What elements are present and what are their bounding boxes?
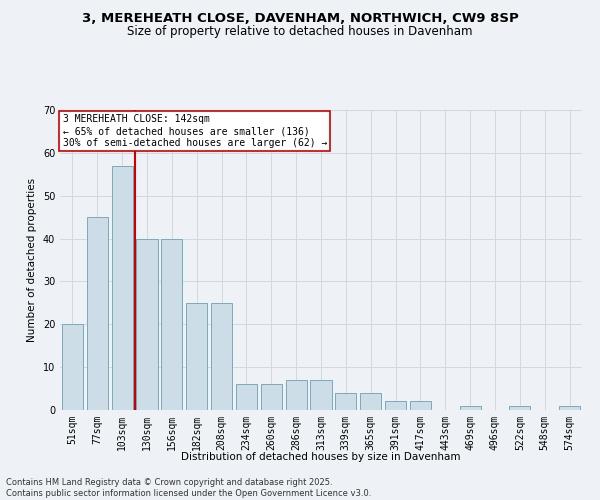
- Bar: [360, 393, 381, 410]
- Bar: [87, 217, 108, 410]
- Bar: [509, 406, 530, 410]
- Text: 3, MEREHEATH CLOSE, DAVENHAM, NORTHWICH, CW9 8SP: 3, MEREHEATH CLOSE, DAVENHAM, NORTHWICH,…: [82, 12, 518, 26]
- Bar: [559, 406, 580, 410]
- Bar: [286, 380, 307, 410]
- Y-axis label: Number of detached properties: Number of detached properties: [27, 178, 37, 342]
- Bar: [261, 384, 282, 410]
- Bar: [410, 402, 431, 410]
- Text: Contains HM Land Registry data © Crown copyright and database right 2025.
Contai: Contains HM Land Registry data © Crown c…: [6, 478, 371, 498]
- Bar: [211, 303, 232, 410]
- Text: 3 MEREHEATH CLOSE: 142sqm
← 65% of detached houses are smaller (136)
30% of semi: 3 MEREHEATH CLOSE: 142sqm ← 65% of detac…: [62, 114, 327, 148]
- Bar: [62, 324, 83, 410]
- Bar: [236, 384, 257, 410]
- Bar: [136, 238, 158, 410]
- Bar: [460, 406, 481, 410]
- Text: Size of property relative to detached houses in Davenham: Size of property relative to detached ho…: [127, 25, 473, 38]
- Bar: [335, 393, 356, 410]
- Bar: [161, 238, 182, 410]
- Bar: [186, 303, 207, 410]
- Bar: [310, 380, 332, 410]
- Bar: [385, 402, 406, 410]
- Text: Distribution of detached houses by size in Davenham: Distribution of detached houses by size …: [181, 452, 461, 462]
- Bar: [112, 166, 133, 410]
